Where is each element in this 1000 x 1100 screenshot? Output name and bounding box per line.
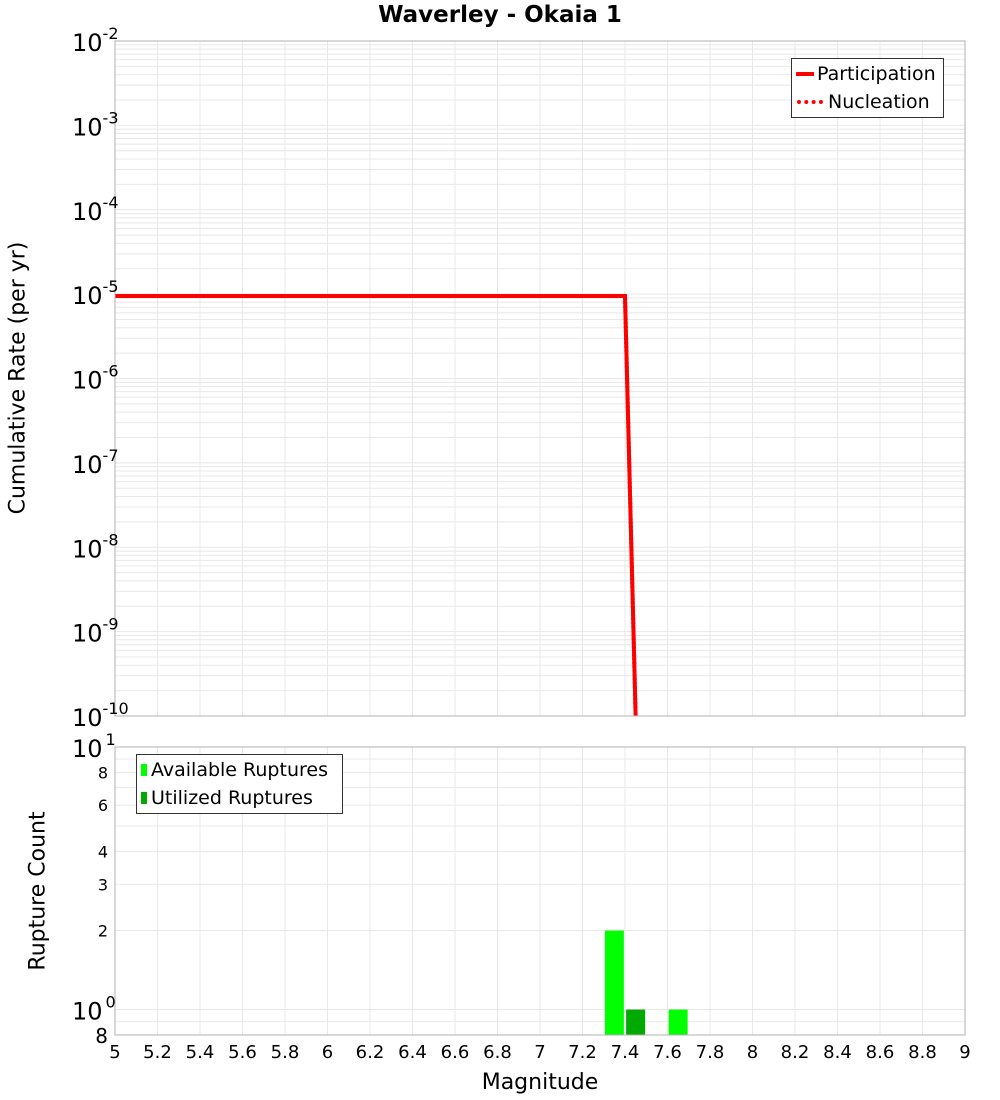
y-tick-label: 10-10: [72, 699, 129, 732]
y-tick-label: 10-7: [72, 446, 119, 479]
y-tick-label: 10-9: [72, 615, 119, 648]
legend-item-nucleation: Nucleation: [796, 88, 939, 116]
x-tick-label: 5.6: [228, 1042, 257, 1063]
legend-item-available: Available Ruptures: [141, 756, 338, 784]
x-tick-label: 7.6: [653, 1042, 682, 1063]
chart-canvas: 10-2 10-3 10-4 10-5 10-6 10-7 10-8 10-9 10-10 8 6 4…: [0, 0, 1000, 1100]
y-tick-label: 3: [98, 875, 108, 894]
y-tick-label: 10-5: [72, 277, 119, 310]
y-tick-label: 10-3: [72, 108, 119, 141]
y-tick-label: 10-8: [72, 530, 119, 563]
x-tick-label: 8: [747, 1042, 758, 1063]
x-tick-label: 6.4: [398, 1042, 427, 1063]
y-tick-label: 101: [72, 730, 116, 763]
legend-label: Available Ruptures: [151, 759, 328, 781]
legend-item-utilized: Utilized Ruptures: [141, 784, 338, 812]
x-tick-label: 8.6: [866, 1042, 895, 1063]
y-tick-label: 8: [95, 1024, 108, 1048]
x-tick-label: 5.8: [271, 1042, 300, 1063]
y-tick-label: 10-6: [72, 362, 119, 395]
y-tick-label: 4: [98, 842, 108, 861]
y-tick-label: 2: [98, 922, 108, 941]
x-tick-label: 6.2: [356, 1042, 385, 1063]
legend-label: Utilized Ruptures: [151, 787, 313, 809]
available-swatch-icon: [141, 764, 147, 776]
legend-label: Nucleation: [828, 91, 930, 113]
x-axis-label: Magnitude: [482, 1070, 599, 1095]
x-tick-label: 6.6: [441, 1042, 470, 1063]
dotted-line-icon: [797, 100, 823, 104]
bottom-legend: Available Ruptures Utilized Ruptures: [136, 754, 343, 814]
available-bar: [669, 1010, 688, 1035]
x-tick-label: 7.2: [568, 1042, 597, 1063]
x-tick-label: 8.8: [908, 1042, 937, 1063]
x-tick-label: 5.4: [186, 1042, 215, 1063]
utilized-swatch-icon: [141, 792, 147, 804]
y-tick-label: 6: [98, 796, 108, 815]
participation-line: [115, 296, 636, 716]
x-tick-label: 7.4: [611, 1042, 640, 1063]
x-tick-label: 8.2: [781, 1042, 810, 1063]
x-tick-label: 7: [534, 1042, 545, 1063]
y-tick-label: 10-4: [72, 193, 119, 226]
y-tick-label: 10-2: [72, 24, 119, 57]
top-legend: Participation Nucleation: [791, 58, 944, 118]
available-bar: [605, 931, 624, 1035]
x-tick-label: 8.4: [823, 1042, 852, 1063]
x-tick-label: 9: [959, 1042, 970, 1063]
nucleation-line: [115, 296, 636, 716]
top-plot-grid: [115, 41, 965, 716]
utilized-bar: [626, 1010, 645, 1035]
x-tick-label: 6: [322, 1042, 333, 1063]
solid-line-icon: [796, 72, 814, 76]
x-tick-label: 5.2: [143, 1042, 172, 1063]
legend-item-participation: Participation: [796, 60, 939, 88]
y-tick-label: 100: [72, 993, 116, 1026]
y-tick-label: 8: [98, 763, 108, 782]
top-y-axis-label: Cumulative Rate (per yr): [6, 242, 31, 515]
legend-label: Participation: [817, 63, 936, 85]
x-tick-label: 6.8: [483, 1042, 512, 1063]
x-tick-label: 7.8: [696, 1042, 725, 1063]
bottom-y-axis-label: Rupture Count: [26, 811, 51, 970]
x-tick-label: 5: [109, 1042, 120, 1063]
